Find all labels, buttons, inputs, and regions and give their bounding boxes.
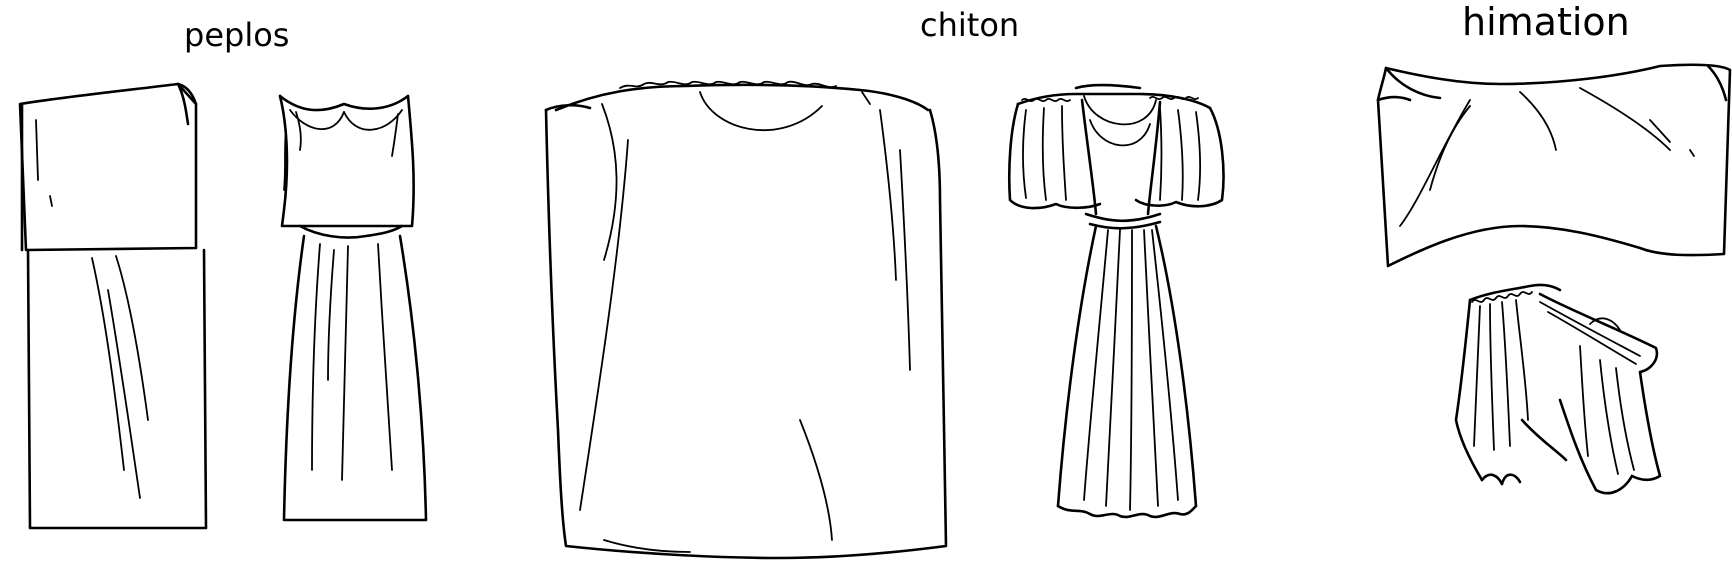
peplos-label: peplos — [184, 16, 290, 54]
chiton-label: chiton — [920, 6, 1020, 44]
himation-label: himation — [1462, 0, 1630, 44]
